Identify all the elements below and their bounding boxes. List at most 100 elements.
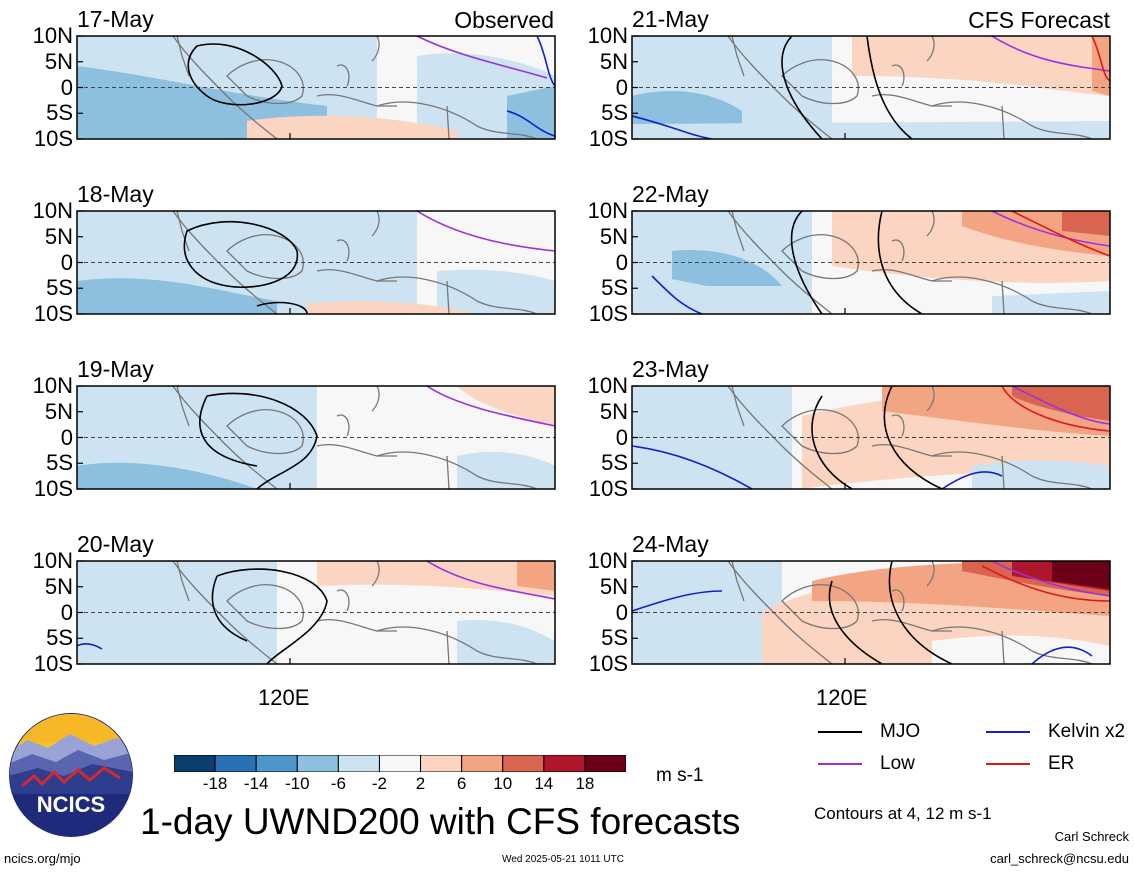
contour-line [991,211,1110,247]
coastline [871,444,952,457]
contour-line [199,392,318,489]
coastline [931,451,1093,489]
y-tick-label: 5S [46,625,73,651]
shading-region [247,115,457,139]
y-tick-label: 10N [587,548,628,573]
y-tick-label: 5N [599,223,628,249]
colorbar-tick-label: -2 [371,774,388,793]
y-tick-label: 5S [601,100,628,126]
y-tick-label: 5N [44,223,73,249]
coastline [731,36,745,77]
y-tick-label: 10S [588,126,628,151]
coastline [336,239,350,262]
contour-line [426,561,555,600]
colorbar-tick-label: 10 [493,774,513,793]
contour-line [211,568,328,664]
coastline [176,561,190,602]
legend-swatch [818,731,862,733]
coastline [926,561,935,587]
coastline [931,101,1093,139]
coastline [226,234,304,280]
author-email: carl_schreck@ncsu.edu [990,851,1129,866]
legend-swatch [986,763,1030,765]
colorbar-swatch [584,754,627,773]
colorbar-swatch [296,754,339,773]
shading-region [437,269,555,314]
contour-line [981,565,1110,602]
coastline [371,211,380,237]
panel-date: 23-May [632,356,709,382]
map-panel [631,560,1111,665]
coastline [1001,455,1005,489]
coastline [376,451,538,489]
logo-text: NCICS [37,792,105,817]
contour-line [632,115,713,139]
panel-date: 17-May [77,6,154,32]
y-tick-label: 5S [601,450,628,476]
coastline [316,269,397,282]
colorbar-swatch [214,754,257,773]
contour-line [256,301,308,314]
y-tick-label: 10S [33,301,73,326]
legend-label: Kelvin x2 [1048,721,1126,742]
coastline [176,36,190,77]
y-tick-label: 5S [46,100,73,126]
coastline [1001,105,1005,139]
coastline [731,211,745,252]
y-tick-label: 0 [60,249,73,275]
shading-region [517,561,555,591]
map-plot [76,385,556,490]
contour-line [187,43,283,106]
coastline [891,414,905,437]
coastline [176,211,190,252]
coastline [336,64,350,87]
colorbar-units: m s-1 [656,765,704,786]
coastline [731,386,745,427]
coastline [871,619,952,632]
map-panel [631,385,1111,490]
coastline [226,584,304,630]
y-tick-label: 10S [33,476,73,501]
contour-line [1011,211,1110,257]
y-tick-label: 10S [588,301,628,326]
contour-line [991,36,1110,72]
coastline [446,455,450,489]
coastline [1001,280,1005,314]
y-tick-label: 0 [615,424,628,450]
coastline [336,589,350,612]
contour-line [506,36,555,137]
author-name: Carl Schreck [1054,829,1129,844]
y-tick-label: 10N [587,23,628,48]
panel-date: 22-May [632,181,709,207]
observed-label: Observed [454,7,554,33]
shading-region [1052,561,1110,589]
coastline [336,414,350,437]
coastline [727,36,833,139]
shading-region [77,278,277,314]
coastline [727,561,833,664]
x-tick-label-left: 120E [258,685,310,710]
contour-line [781,36,913,139]
y-tick-label: 10S [588,476,628,501]
cfs-forecast-label: CFS Forecast [968,7,1110,33]
x-tick-label-right: 120E [816,685,868,710]
coastline [371,561,380,587]
map-plot [76,560,556,665]
coastline [172,36,278,139]
colorbar-swatch [461,754,504,773]
coastline [226,59,304,105]
contour-line [416,36,548,79]
contour-line [991,561,1110,597]
legend-label: ER [1048,753,1075,774]
coastline [731,561,745,602]
coastline [727,211,833,314]
colorbar-swatch [255,754,298,773]
map-panel [76,560,556,665]
y-tick-label: 5N [44,573,73,599]
y-tick-label: 10S [33,126,73,151]
main-title: 1-day UWND200 with CFS forecasts [140,801,741,842]
colorbar-swatch [502,754,545,773]
y-tick-label: 5N [599,48,628,74]
y-tick-label: 5S [601,625,628,651]
map-panel [631,210,1111,315]
